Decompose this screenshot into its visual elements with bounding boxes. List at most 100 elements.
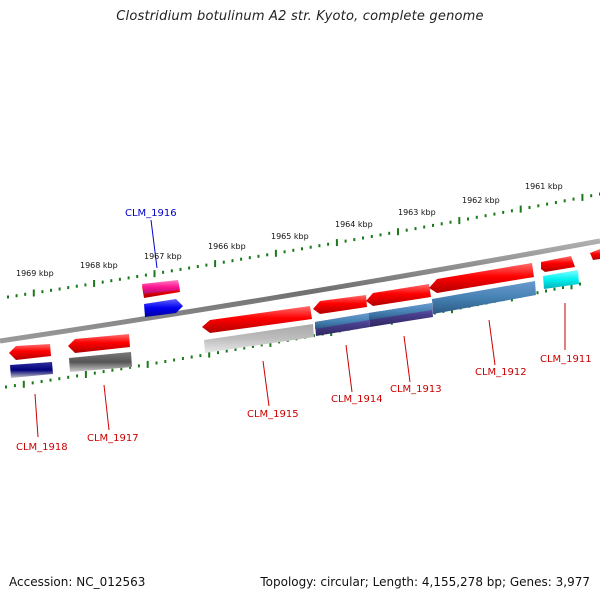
- ruler-minor-tick: [111, 368, 114, 372]
- ruler-major-tick: [274, 249, 277, 257]
- ruler-minor-tick: [344, 239, 347, 243]
- ruler-minor-tick: [15, 294, 18, 298]
- ruler-minor-tick: [318, 244, 321, 248]
- ruler-minor-tick: [75, 284, 78, 288]
- leader-line-CLM_1917: [103, 384, 110, 431]
- ruler-minor-tick: [251, 345, 254, 348]
- kbp-label: 1964 kbp: [335, 220, 373, 229]
- gene-labels: CLM_1916 CLM_1915 CLM_1914 CLM_1913 CLM_…: [16, 208, 592, 453]
- ruler-minor-tick: [196, 265, 199, 268]
- gene-cds-CLM_1915[interactable]: [202, 306, 312, 333]
- kbp-label: 1969 kbp: [16, 269, 54, 278]
- ruler-minor-tick: [225, 349, 228, 353]
- ruler-minor-tick: [76, 374, 79, 378]
- gene-CLM_1918[interactable]: [10, 362, 53, 378]
- gene-CLM_1914-top[interactable]: [315, 313, 369, 329]
- ruler-minor-tick: [590, 194, 593, 198]
- gene-label-CLM_1915[interactable]: CLM_1915: [247, 409, 299, 420]
- ruler-major-tick: [22, 380, 25, 388]
- ruler-major-tick: [208, 350, 211, 358]
- ruler-minor-tick: [563, 199, 566, 203]
- ruler-minor-tick: [40, 380, 43, 383]
- chromosome-backbone: [0, 238, 600, 344]
- ruler-major-tick: [458, 217, 461, 225]
- ruler-minor-tick: [260, 343, 263, 347]
- ruler-minor-tick: [546, 202, 549, 206]
- kbp-label: 1965 kbp: [271, 232, 309, 241]
- ruler-major-tick: [32, 289, 35, 297]
- genome-summary-label: Topology: circular; Length: 4,155,278 bp…: [260, 575, 590, 589]
- ruler-major-tick: [397, 228, 399, 236]
- ruler-minor-tick: [41, 290, 44, 294]
- gene-CLM_1911[interactable]: [543, 270, 579, 289]
- ruler-minor-tick: [217, 351, 219, 355]
- ruler-minor-tick: [353, 238, 356, 242]
- ruler-minor-tick: [475, 215, 478, 219]
- gene-label-CLM_1917[interactable]: CLM_1917: [87, 433, 139, 444]
- gene-CLM_1915[interactable]: [204, 324, 314, 353]
- leader-line-CLM_1913: [403, 335, 411, 383]
- kbp-label: 1962 kbp: [462, 196, 500, 205]
- ruler-minor-tick: [248, 256, 251, 260]
- ruler-minor-tick: [120, 367, 123, 371]
- ruler-minor-tick: [129, 365, 132, 369]
- ruler-minor-tick: [58, 287, 61, 291]
- ruler-minor-tick: [553, 287, 556, 291]
- gene-CLM_1911-cds[interactable]: [541, 256, 575, 272]
- ruler-minor-tick: [179, 267, 182, 271]
- ruler-minor-tick: [137, 364, 140, 368]
- gene-cds-CLM_1918[interactable]: [9, 344, 51, 360]
- gene-partial-edge[interactable]: [590, 249, 600, 260]
- reverse-strand-cds: [9, 263, 534, 360]
- kbp-label: 1966 kbp: [208, 242, 246, 251]
- gene-label-CLM_1911[interactable]: CLM_1911: [540, 354, 592, 365]
- ruler-minor-tick: [432, 223, 434, 227]
- kbp-label: 1968 kbp: [80, 261, 118, 270]
- gene-CLM_1917[interactable]: [69, 352, 132, 372]
- ruler-minor-tick: [379, 233, 382, 237]
- gene-CLM_1913-top[interactable]: [369, 303, 432, 320]
- gene-cds-CLM_1913[interactable]: [366, 284, 431, 306]
- ruler-minor-tick: [554, 201, 557, 204]
- gene-label-CLM_1914[interactable]: CLM_1914: [331, 394, 383, 405]
- ruler-minor-tick: [102, 370, 105, 374]
- ruler-minor-tick: [205, 263, 208, 267]
- ruler-minor-tick: [312, 334, 315, 338]
- ruler-minor-tick: [234, 348, 237, 351]
- ruler-minor-tick: [493, 212, 496, 216]
- ruler-minor-tick: [110, 279, 113, 283]
- gene-label-CLM_1913[interactable]: CLM_1913: [390, 384, 442, 395]
- ruler-minor-tick: [292, 248, 295, 252]
- ruler-minor-tick: [188, 266, 191, 270]
- ruler-minor-tick: [181, 357, 184, 360]
- ruler-major-tick: [570, 282, 573, 290]
- ruler-minor-tick: [170, 269, 173, 273]
- gene-label-CLM_1916[interactable]: CLM_1916: [125, 208, 177, 219]
- ruler-minor-tick: [118, 277, 121, 281]
- gene-cds-CLM_1912[interactable]: [429, 263, 534, 293]
- ruler-minor-tick: [50, 288, 52, 292]
- gene-CLM_1912[interactable]: [432, 281, 536, 314]
- ruler-minor-tick: [579, 282, 581, 286]
- gene-cds-CLM_1917[interactable]: [68, 334, 130, 353]
- gene-cds-CLM_1914[interactable]: [313, 295, 367, 314]
- ruler-minor-tick: [67, 375, 70, 379]
- gene-label-CLM_1912[interactable]: CLM_1912: [475, 367, 527, 378]
- gene-blue-feature[interactable]: [144, 299, 183, 317]
- ruler-minor-tick: [101, 280, 104, 284]
- ruler-minor-tick: [222, 260, 225, 264]
- ruler-minor-tick: [13, 384, 16, 388]
- ruler-major-tick: [153, 270, 156, 278]
- ruler-minor-tick: [370, 235, 373, 238]
- ruler-minor-tick: [49, 378, 52, 382]
- label-leader-lines: [34, 219, 566, 438]
- ruler-minor-tick: [327, 242, 330, 246]
- leader-line-CLM_1916: [150, 219, 158, 269]
- leader-line-CLM_1912: [488, 319, 496, 366]
- gene-label-CLM_1918[interactable]: CLM_1918: [16, 442, 68, 453]
- ruler-major-tick: [93, 280, 96, 287]
- ruler-minor-tick: [414, 227, 417, 231]
- gene-CLM_1916[interactable]: [142, 280, 180, 294]
